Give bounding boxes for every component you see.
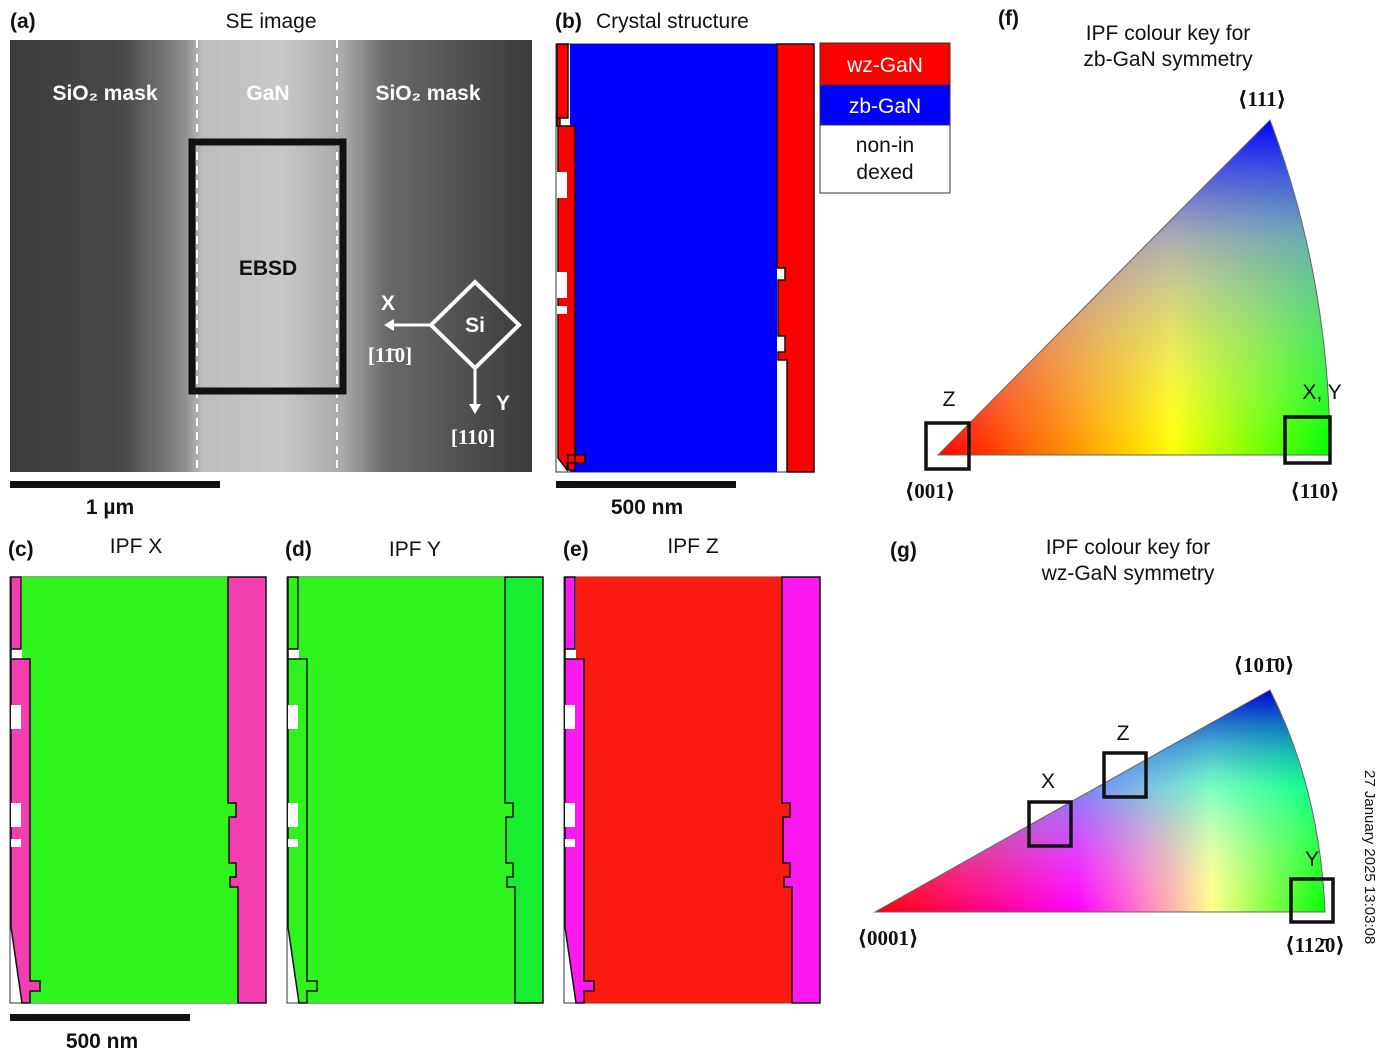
axis-label: Y <box>496 392 510 415</box>
panel-title: IPF colour key for <box>1046 536 1211 559</box>
panel-title: Crystal structure <box>596 10 749 33</box>
panel-title: IPF colour key for <box>1086 22 1251 45</box>
panel-label: (e) <box>563 538 589 561</box>
scale-label: 1 µm <box>86 496 134 519</box>
scale-bar <box>10 481 220 488</box>
marker-label: X, Y <box>1302 381 1341 404</box>
panel-label: (c) <box>8 538 34 561</box>
panel-b: (b) Crystal structure wz-GaN zb-GaN non-… <box>555 10 950 519</box>
panel-title: IPF Z <box>667 535 719 558</box>
non-indexed <box>11 803 21 827</box>
legend-text-box: non-indexed <box>820 132 950 192</box>
panel-label: (f) <box>998 7 1019 30</box>
non-indexed <box>11 705 21 729</box>
panel-title: IPF X <box>110 535 163 558</box>
non-indexed <box>288 705 298 729</box>
corner-label: ⟨101̄0⟩ <box>1233 653 1294 677</box>
panel-a: (a) SE image SiO₂ mask GaN SiO₂ mask EBS… <box>10 10 532 519</box>
corner-label: ⟨0001⟩ <box>857 926 918 950</box>
non-indexed <box>557 272 567 298</box>
ipf-triangle-shade <box>938 120 1330 455</box>
grain-main <box>576 577 792 1003</box>
non-indexed <box>565 803 575 827</box>
panel-label: (d) <box>285 538 312 561</box>
scale-bar <box>556 481 736 488</box>
ipf-triangle-shade <box>875 690 1325 912</box>
non-indexed <box>565 705 575 729</box>
corner-label: ⟨112̄0⟩ <box>1285 933 1345 957</box>
corner-label: ⟨001⟩ <box>905 479 956 503</box>
marker-label: Z <box>1117 722 1130 745</box>
corner-label: ⟨111⟩ <box>1238 87 1286 111</box>
non-indexed <box>11 839 21 847</box>
legend-label: wz-GaN <box>846 54 923 77</box>
non-indexed <box>288 803 298 827</box>
panel-label: (g) <box>890 539 917 562</box>
grain-main <box>299 577 515 1003</box>
panel-title: SE image <box>225 10 316 33</box>
scale-bar <box>10 1014 190 1021</box>
panel-title: zb-GaN symmetry <box>1083 48 1253 71</box>
figure: (a) SE image SiO₂ mask GaN SiO₂ mask EBS… <box>0 0 1385 1053</box>
corner-label: ⟨110⟩ <box>1290 479 1340 503</box>
scale-label: 500 nm <box>66 1030 138 1053</box>
panel-title: wz-GaN symmetry <box>1041 562 1215 585</box>
grain-main <box>22 577 238 1003</box>
legend-label: zb-GaN <box>849 95 921 118</box>
panel-f: (f) IPF colour key for zb-GaN symmetry ⟨… <box>905 7 1342 503</box>
region-label: SiO₂ mask <box>52 82 157 105</box>
scale-label: 500 nm <box>611 496 683 519</box>
substrate-label: Si <box>465 314 485 337</box>
panel-label: (a) <box>10 10 36 33</box>
timestamp: 27 January 2025 13:03:08 <box>1361 770 1378 944</box>
legend-label: non-indexed <box>850 132 920 186</box>
axis-direction: [110] <box>451 425 495 449</box>
panel-label: (b) <box>555 10 582 33</box>
region-label: GaN <box>246 82 289 105</box>
non-indexed <box>288 839 298 847</box>
panel-title: IPF Y <box>389 538 441 561</box>
axis-label: X <box>381 292 395 315</box>
non-indexed <box>557 172 567 198</box>
axis-direction: [11̄0] <box>368 343 412 367</box>
marker-label: Y <box>1305 848 1319 871</box>
marker-label: X <box>1041 770 1055 793</box>
panel-g: (g) IPF colour key for wz-GaN symmetry ⟨… <box>857 536 1345 957</box>
ipf-maps: (c) IPF X (d) IPF Y (e) IPF Z 500 nm <box>8 535 820 1053</box>
non-indexed <box>565 839 575 847</box>
region-label: SiO₂ mask <box>375 82 480 105</box>
zb-region <box>570 44 777 472</box>
box-label: EBSD <box>239 257 297 280</box>
marker-label: Z <box>943 388 956 411</box>
non-indexed <box>557 306 567 314</box>
